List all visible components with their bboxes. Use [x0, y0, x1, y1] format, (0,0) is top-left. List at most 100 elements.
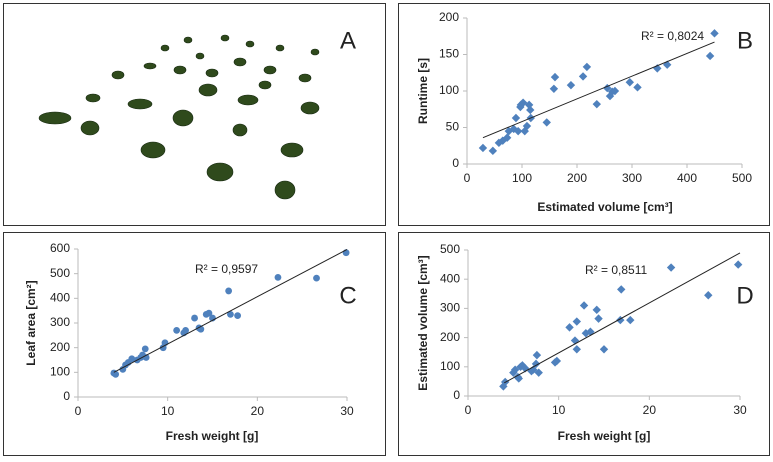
x-tick-label: 10: [552, 403, 566, 417]
data-point: [579, 301, 589, 310]
panel-label: A: [340, 27, 356, 54]
data-point: [502, 133, 512, 142]
x-axis-title: Fresh weight [g]: [558, 429, 651, 443]
data-point: [488, 146, 498, 156]
data-point: [663, 60, 672, 69]
data-point: [513, 126, 523, 136]
data-point: [522, 121, 532, 131]
x-tick-label: 20: [251, 404, 265, 418]
data-point: [666, 263, 676, 272]
data-point: [592, 305, 601, 315]
y-tick-label: 300: [50, 315, 70, 329]
data-point: [542, 118, 551, 127]
data-point: [710, 29, 719, 38]
panel-frame: [398, 232, 770, 456]
y-tick-label: 100: [50, 365, 70, 379]
data-point: [191, 314, 198, 322]
data-point: [565, 323, 574, 332]
y-tick-label: 400: [50, 291, 70, 305]
data-point: [478, 143, 488, 153]
plant-image: [38, 34, 320, 200]
y-tick-label: 0: [453, 388, 460, 402]
annotation: R² = 0,8024: [641, 29, 704, 43]
data-point: [234, 312, 242, 319]
y-tick-label: 200: [439, 10, 459, 24]
data-point: [313, 274, 320, 282]
y-tick-label: 100: [439, 83, 459, 97]
data-point: [572, 345, 581, 354]
data-point: [552, 356, 562, 366]
y-tick-label: 150: [439, 47, 459, 61]
data-point: [592, 99, 601, 109]
data-point: [599, 345, 609, 354]
x-axis-title: Estimated volume [cm³]: [537, 200, 672, 214]
data-point: [534, 368, 543, 377]
x-tick-label: 200: [567, 171, 587, 185]
y-tick-label: 300: [440, 301, 460, 315]
y-axis-title: Leaf area [cm²]: [24, 280, 38, 365]
x-tick-label: 0: [464, 171, 471, 185]
data-point: [532, 350, 542, 360]
data-point: [566, 80, 576, 90]
data-point: [610, 86, 620, 96]
data-point: [625, 78, 634, 87]
y-tick-label: 200: [50, 340, 70, 354]
y-tick-label: 600: [50, 241, 70, 255]
x-tick-label: 0: [465, 403, 472, 417]
data-point: [616, 315, 625, 325]
trendline: [482, 41, 715, 139]
x-tick-label: 300: [622, 171, 642, 185]
data-point: [141, 345, 149, 353]
data-point: [633, 83, 642, 92]
data-point: [617, 285, 626, 294]
x-tick-label: 100: [512, 171, 532, 185]
y-axis-title: Estimated volume [cm³]: [416, 255, 430, 390]
data-point: [581, 329, 591, 338]
data-point: [182, 327, 190, 334]
data-point: [128, 355, 136, 363]
data-point: [594, 314, 603, 323]
panel-label: C: [339, 282, 356, 309]
panel-frame: [398, 3, 770, 226]
x-tick-label: 10: [161, 404, 175, 418]
data-point: [572, 317, 581, 326]
data-point: [225, 287, 233, 295]
panel-frame: [3, 232, 386, 456]
x-tick-label: 500: [732, 171, 752, 185]
panel-label: D: [736, 282, 753, 309]
x-tick-label: 20: [643, 403, 657, 417]
data-point: [653, 64, 662, 73]
annotation: R² = 0,8511: [585, 263, 647, 277]
y-tick-label: 400: [440, 271, 460, 285]
data-point: [205, 309, 213, 317]
chart-panel: 0 100 200 300 400 500 0 50 100 150 200 Estimated vo…: [398, 3, 770, 226]
data-point: [516, 102, 525, 112]
data-point: [509, 368, 518, 377]
x-tick-label: 30: [340, 404, 354, 418]
data-point: [550, 72, 560, 82]
annotation: R² = 0,9597: [195, 262, 258, 276]
data-point: [582, 62, 592, 72]
y-tick-label: 0: [63, 389, 70, 403]
y-tick-label: 0: [452, 156, 459, 170]
data-point: [112, 370, 120, 378]
data-point: [524, 100, 534, 110]
data-point: [578, 72, 588, 81]
x-tick-label: 400: [677, 171, 697, 185]
y-axis-title: Runtime [s]: [416, 58, 430, 124]
data-point: [733, 260, 743, 269]
y-tick-label: 200: [440, 330, 460, 344]
y-tick-label: 100: [440, 359, 460, 373]
data-point: [511, 113, 521, 123]
data-point: [173, 327, 181, 334]
trendline: [113, 249, 348, 373]
trendline: [504, 252, 741, 384]
y-tick-label: 500: [50, 266, 70, 280]
panel-a: A: [3, 3, 386, 226]
data-point: [626, 315, 635, 325]
data-point: [704, 291, 713, 300]
data-point: [274, 273, 282, 281]
